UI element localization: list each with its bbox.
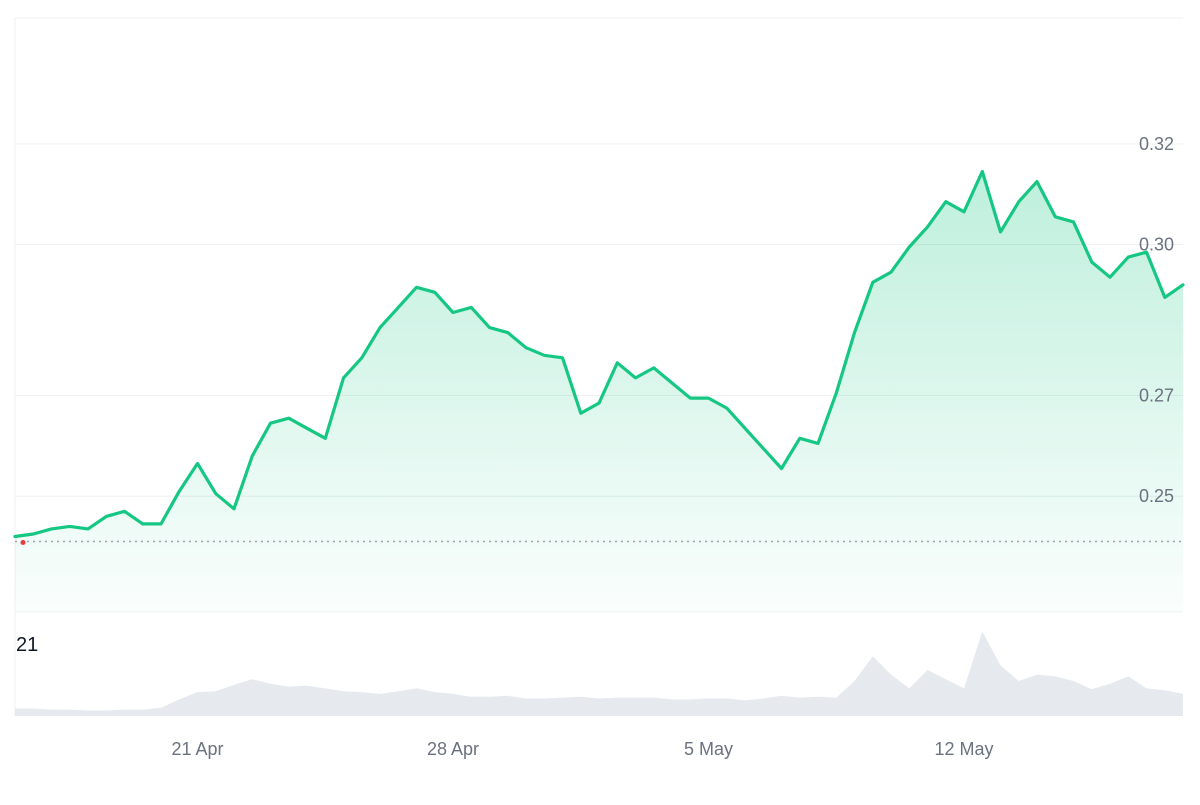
x-axis: 21 Apr 28 Apr 5 May 12 May <box>171 739 993 759</box>
price-area <box>15 172 1183 613</box>
y-tick-label: 0.25 <box>1139 486 1174 506</box>
start-marker <box>21 540 26 545</box>
x-tick-label: 28 Apr <box>427 739 479 759</box>
price-area-fill <box>15 172 1183 613</box>
y-tick-label: 0.27 <box>1139 386 1174 406</box>
x-tick-label: 21 Apr <box>171 739 223 759</box>
x-tick-label: 12 May <box>934 739 993 759</box>
volume-label: 21 <box>16 634 38 656</box>
volume-panel <box>15 631 1183 716</box>
volume-area <box>15 631 1183 716</box>
y-tick-label: 0.32 <box>1139 134 1174 154</box>
x-tick-label: 5 May <box>684 739 733 759</box>
y-tick-label: 0.30 <box>1139 235 1174 255</box>
